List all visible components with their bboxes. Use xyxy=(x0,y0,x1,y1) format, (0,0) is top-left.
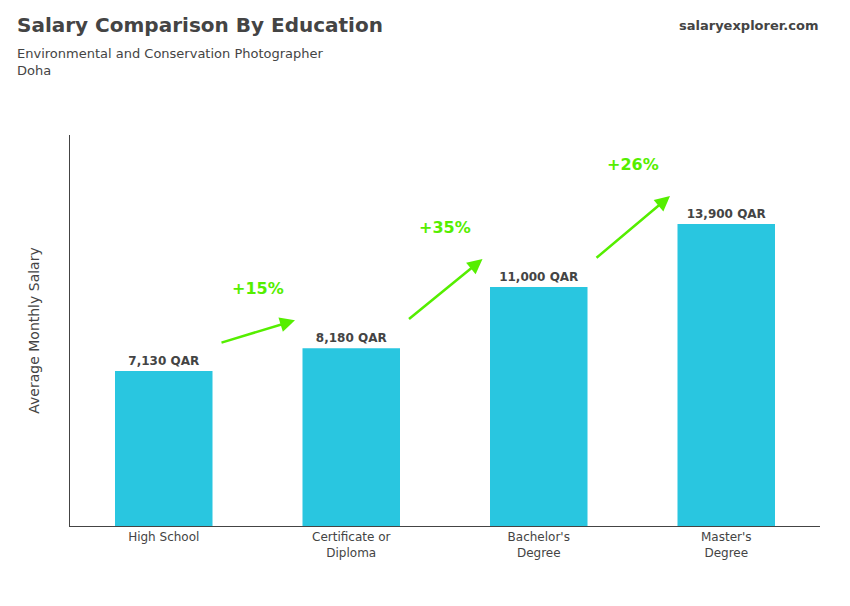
svg-text:Master'sDegree: Master'sDegree xyxy=(701,530,752,560)
svg-text:Certificate orDiploma: Certificate orDiploma xyxy=(312,530,390,560)
svg-text:Average Monthly Salary: Average Monthly Salary xyxy=(26,247,42,413)
svg-text:11,000 QAR: 11,000 QAR xyxy=(499,270,578,284)
svg-text:8,180 QAR: 8,180 QAR xyxy=(316,331,387,345)
svg-text:salaryexplorer.com: salaryexplorer.com xyxy=(679,18,818,33)
svg-text:High School: High School xyxy=(128,530,199,544)
svg-text:13,900 QAR: 13,900 QAR xyxy=(687,207,766,221)
svg-text:Bachelor'sDegree: Bachelor'sDegree xyxy=(508,530,570,560)
svg-text:7,130 QAR: 7,130 QAR xyxy=(128,354,199,368)
svg-text:+26%: +26% xyxy=(607,155,659,174)
svg-text:+15%: +15% xyxy=(232,279,284,298)
svg-text:Salary Comparison By Education: Salary Comparison By Education xyxy=(17,13,383,37)
svg-text:Environmental and Conservation: Environmental and Conservation Photograp… xyxy=(17,46,324,78)
svg-text:+35%: +35% xyxy=(419,218,471,237)
